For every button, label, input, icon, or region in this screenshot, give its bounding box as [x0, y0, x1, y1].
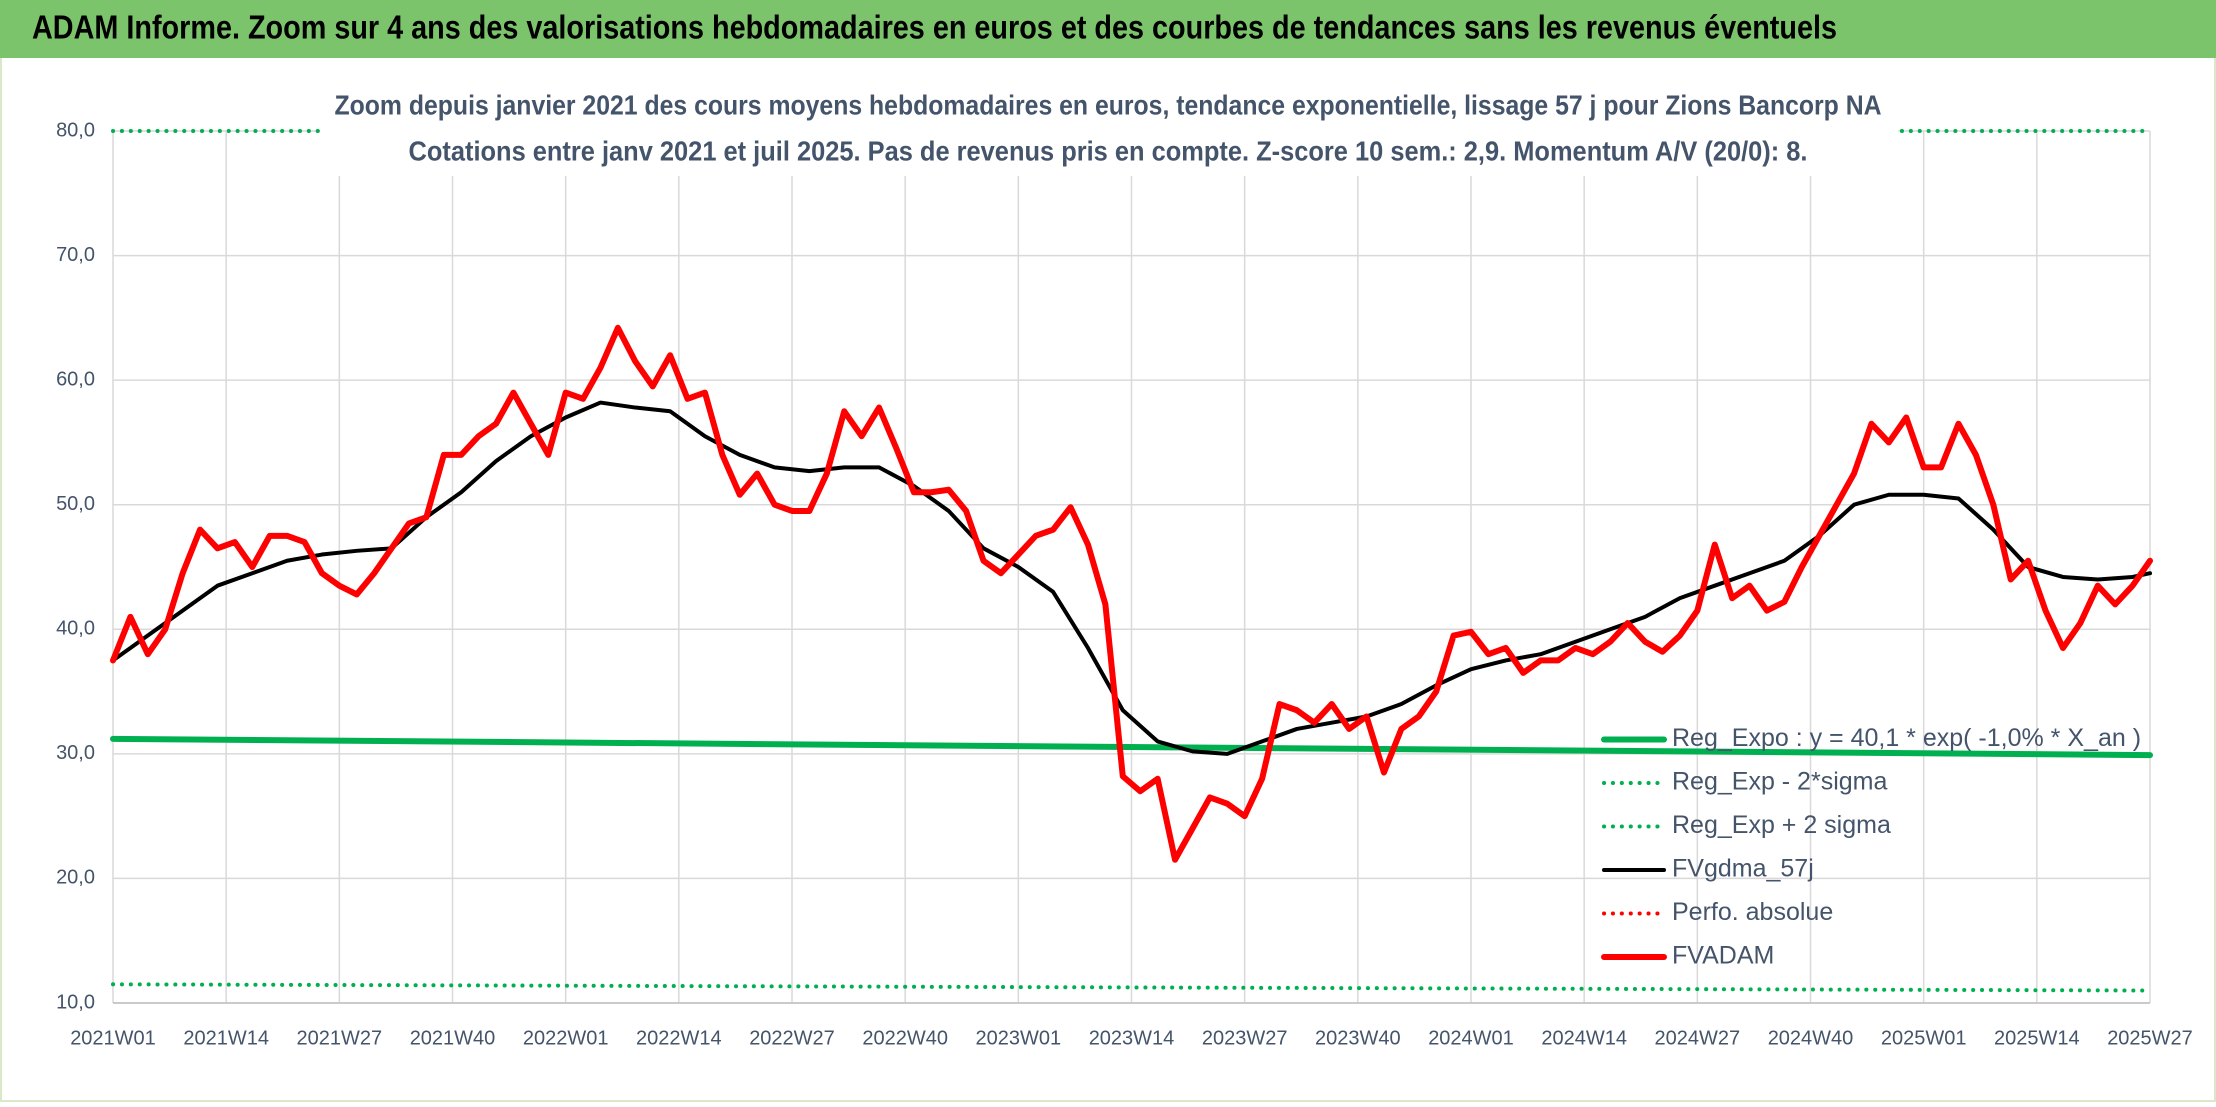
x-tick-label: 2024W14	[1541, 1027, 1627, 1049]
y-tick-label: 20,0	[56, 867, 95, 889]
x-tick-label: 2023W01	[976, 1027, 1062, 1049]
x-tick-label: 2024W27	[1655, 1027, 1741, 1049]
x-tick-label: 2022W01	[523, 1027, 609, 1049]
y-tick-label: 50,0	[56, 493, 95, 515]
legend-label: FVgdma_57j	[1672, 855, 1814, 883]
series-line	[111, 982, 2152, 993]
x-tick-label: 2022W27	[749, 1027, 835, 1049]
series-line	[110, 324, 2153, 863]
x-tick-label: 2024W01	[1428, 1027, 1514, 1049]
legend-label: Perfo. absolue	[1672, 898, 1833, 926]
legend: Reg_Expo : y = 40,1 * exp( -1,0% * X_an …	[1601, 724, 2141, 970]
x-tick-label: 2021W01	[70, 1027, 156, 1049]
x-tick-label: 2021W27	[297, 1027, 383, 1049]
legend-label: Reg_Expo : y = 40,1 * exp( -1,0% * X_an …	[1672, 724, 2141, 752]
y-tick-label: 70,0	[56, 244, 95, 266]
x-tick-label: 2023W40	[1315, 1027, 1401, 1049]
chart-title: ADAM Informe. Zoom sur 4 ans des valoris…	[32, 9, 1837, 46]
legend-label: FVADAM	[1672, 942, 1774, 970]
subtitle: Cotations entre janv 2021 et juil 2025. …	[409, 135, 1808, 166]
title-bar	[0, 0, 2216, 58]
x-tick-label: 2023W14	[1089, 1027, 1175, 1049]
x-tick-label: 2023W27	[1202, 1027, 1288, 1049]
subtitle: Zoom depuis janvier 2021 des cours moyen…	[335, 89, 1882, 120]
y-tick-label: 30,0	[56, 742, 95, 764]
x-tick-label: 2021W40	[410, 1027, 496, 1049]
series-line	[110, 735, 2153, 759]
y-tick-label: 60,0	[56, 368, 95, 390]
x-tick-label: 2021W14	[183, 1027, 269, 1049]
subtitle-background	[320, 86, 1898, 176]
x-tick-label: 2022W14	[636, 1027, 722, 1049]
y-tick-label: 40,0	[56, 618, 95, 640]
legend-label: Reg_Exp - 2*sigma	[1672, 768, 1887, 796]
x-tick-label: 2024W40	[1768, 1027, 1854, 1049]
y-tick-label: 80,0	[56, 119, 95, 141]
x-tick-label: 2022W40	[862, 1027, 948, 1049]
legend-label: Reg_Exp + 2 sigma	[1672, 811, 1891, 839]
y-tick-label: 10,0	[56, 991, 95, 1013]
x-tick-label: 2025W27	[2107, 1027, 2193, 1049]
x-tick-label: 2025W01	[1881, 1027, 1967, 1049]
x-tick-label: 2025W14	[1994, 1027, 2080, 1049]
